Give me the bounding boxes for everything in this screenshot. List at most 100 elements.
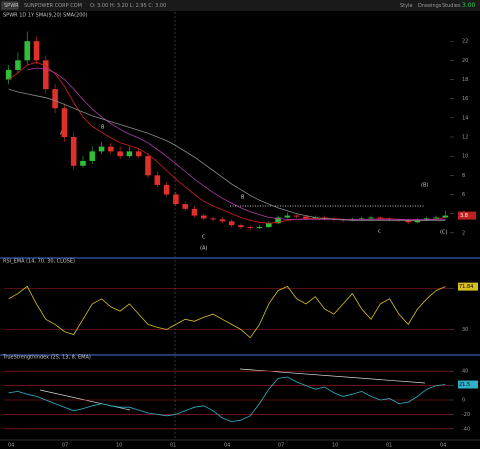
price-tag: [458, 211, 476, 220]
wave-label: B: [241, 195, 245, 201]
candle-body: [396, 219, 402, 221]
last-price: 3.00: [462, 2, 476, 9]
candle-body: [182, 204, 188, 209]
date-label: 10: [332, 443, 338, 449]
value-tag: [458, 282, 478, 291]
candle-body: [15, 60, 21, 70]
symbol-box[interactable]: [1, 1, 19, 10]
candle-body: [70, 137, 77, 166]
candle-body: [24, 41, 31, 61]
y-tick-label: 0: [462, 398, 465, 404]
toolbar: [0, 0, 480, 11]
indicator-line: [8, 376, 446, 423]
date-label: 07: [278, 443, 284, 449]
drawings-button[interactable]: Drawings: [418, 3, 442, 9]
y-tick-label: 30: [462, 327, 468, 333]
style-button[interactable]: Style: [400, 3, 413, 9]
wave-label: c: [378, 229, 381, 235]
candle-body: [256, 227, 263, 229]
wave-label: B: [101, 125, 105, 131]
candle-body: [275, 217, 281, 224]
candle-body: [135, 151, 142, 157]
wave-label: C: [202, 235, 206, 241]
y-tick-label: 40: [462, 369, 468, 375]
date-label: 01: [170, 443, 176, 449]
y-tick-label: 8: [462, 173, 465, 179]
panel-title: RSI_EMA (14, 70, 30, CLOSE): [3, 259, 75, 265]
y-tick-label: 10: [462, 154, 468, 160]
candle-body: [5, 69, 12, 80]
symbol[interactable]: SPWR: [4, 3, 19, 9]
studies-button[interactable]: Studies: [442, 3, 461, 9]
candle-body: [145, 156, 151, 176]
candle-body: [433, 217, 439, 219]
date-label: 07: [62, 443, 68, 449]
candle-body: [312, 217, 319, 219]
date-label: 10: [116, 443, 122, 449]
candle-body: [163, 184, 170, 195]
indicator-line: [8, 285, 446, 339]
candle-body: [98, 146, 105, 152]
candle-body: [321, 217, 328, 219]
candle-body: [414, 220, 421, 223]
candle-body: [200, 215, 207, 219]
candle-body: [405, 220, 411, 223]
candle-body: [80, 160, 86, 166]
candle-body: [442, 215, 449, 218]
candle-body: [386, 218, 393, 220]
candle-body: [228, 221, 235, 226]
candle-body: [377, 217, 384, 219]
candle-body: [368, 217, 374, 219]
date-label: 04: [440, 443, 446, 449]
candle-body: [219, 219, 226, 222]
moving-average: [27, 67, 446, 220]
y-tick-label: -40: [462, 426, 470, 432]
candle-body: [61, 108, 68, 137]
candle-body: [173, 194, 179, 205]
candle-body: [349, 219, 356, 221]
candle-body: [303, 216, 309, 219]
candle-body: [108, 146, 114, 152]
moving-average: [8, 88, 446, 221]
candle-body: [358, 218, 365, 220]
y-tick-label: 2: [462, 230, 465, 236]
date-label: 04: [224, 443, 230, 449]
value-tag: [458, 380, 478, 389]
candle-body: [238, 225, 244, 228]
candle-body: [43, 60, 49, 90]
candle-body: [52, 89, 58, 109]
price-tag-label: 3.8: [460, 213, 468, 219]
y-tick-label: 20: [462, 58, 468, 64]
panel-title: TrueStrengthIndex (25, 13, 8, EMA): [2, 355, 91, 361]
date-label: 04: [8, 443, 14, 449]
y-tick-label: 16: [462, 96, 468, 102]
y-tick-label: 22: [462, 39, 468, 45]
candle-body: [33, 41, 40, 61]
candle-body: [191, 208, 198, 216]
y-tick-label: -20: [462, 412, 470, 418]
quote: O: 3.00 H: 3.20 L: 2.95 C: 3.00: [90, 3, 166, 9]
candle-body: [293, 215, 300, 217]
description: SUNPOWER CORP COM: [24, 3, 82, 9]
wave-label: (A): [200, 246, 207, 252]
value-tag-label: 21.5: [459, 382, 470, 388]
candle-body: [89, 151, 96, 161]
wave-label: (C): [440, 230, 447, 236]
y-tick-label: 6: [462, 192, 465, 198]
date-label: 01: [386, 443, 392, 449]
candle-body: [126, 151, 133, 157]
candle-body: [331, 218, 337, 220]
candle-body: [210, 218, 216, 220]
y-tick-label: 18: [462, 77, 468, 83]
candle-body: [154, 175, 161, 185]
value-tag-label: 71.84: [459, 284, 473, 290]
y-tick-label: 14: [462, 115, 468, 121]
y-tick-label: 12: [462, 135, 468, 141]
candle-body: [284, 215, 291, 218]
candle-body: [247, 227, 254, 229]
candle-body: [266, 223, 272, 228]
candle-body: [117, 151, 123, 157]
panel-title: SPWR 1D 1Y SMA(9,20) SMA(200): [3, 13, 88, 19]
wave-label: (B): [421, 183, 428, 189]
